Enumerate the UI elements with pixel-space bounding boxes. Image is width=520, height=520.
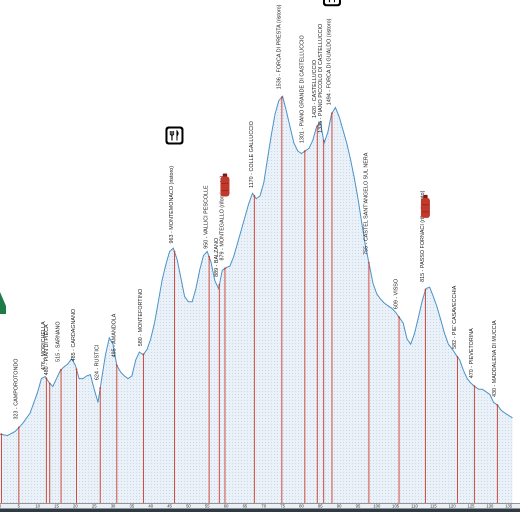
profile-area (0, 95, 513, 504)
fork-knife-icon (165, 126, 184, 145)
waypoint-dot (75, 368, 78, 371)
x-tick-label: 65 (243, 504, 248, 509)
waypoint-label: 624 - RUSTICI (95, 345, 101, 380)
waypoint-dot (424, 288, 427, 291)
x-tick-label: 75 (280, 504, 285, 509)
x-tick-label: 40 (148, 504, 153, 509)
profile-line (0, 95, 513, 437)
waypoint-label: 580 - MONTEFORTINO (138, 289, 144, 346)
x-tick-label: 55 (205, 504, 210, 509)
x-tick-label: 100 (373, 504, 381, 509)
x-tick-label: 120 (449, 504, 457, 509)
x-tick-label: 15 (54, 504, 59, 509)
waypoint-dot (224, 267, 226, 270)
x-tick-label: 5 (18, 504, 21, 509)
waypoint-label: 1494 - FORCA DI GUALDO (ristoro) (326, 18, 332, 105)
waypoint-label: 470 - PIEVETORINA (469, 328, 475, 378)
x-tick-label: 95 (356, 504, 361, 509)
waypoint-label: 495 - AMANDOLA (111, 313, 117, 357)
x-tick-label: 135 (505, 504, 513, 509)
waypoint-label: 950 - VALLICI PESCOLLE (204, 185, 210, 249)
waypoint-label: 1301 - PIANO GRANDE DI CASTELLUCCIO (299, 35, 305, 143)
x-tick-label: 50 (186, 504, 191, 509)
x-tick-label: 10 (35, 504, 40, 509)
waypoint-label: 879 - MONTEGALLO (rifornimento) (219, 175, 225, 260)
waypoint-dot (322, 139, 325, 142)
waypoint-lines (0, 96, 499, 503)
x-tick-label: 25 (92, 504, 97, 509)
waypoint-label: 609 - VISSO (394, 279, 400, 309)
x-tick-label: 105 (392, 504, 400, 509)
waypoint-label: 476 - MORICHELLA (41, 321, 47, 370)
waypoint-label: 755 - CASTEL SANT'ANGELO SUL NERA (363, 152, 369, 255)
x-tick-label: 85 (318, 504, 323, 509)
waypoint-dot (0, 433, 3, 436)
x-tick-label: 115 (430, 504, 437, 509)
x-tick-label: 60 (224, 504, 229, 509)
x-tick-label: 0 (0, 504, 2, 509)
waypoint-label: 515 - SARNANO (56, 321, 62, 361)
waypoint-dot (316, 125, 319, 127)
waypoint-dot (45, 377, 48, 380)
waypoint-dot (99, 387, 102, 390)
waypoint-dot (142, 353, 145, 356)
x-tick-label: 110 (411, 504, 418, 509)
x-tick-label: 90 (337, 504, 342, 509)
waypoint-label: 1170 - COLLE GALLUCCIO (249, 121, 255, 188)
waypoint-dot (173, 250, 176, 253)
waypoint-dot (367, 261, 370, 264)
waypoint-label: 1335 - PIANO PICCOLO DI CASTELLUCCIO (318, 24, 324, 133)
waypoint-dot (280, 96, 283, 99)
waypoint-dot (456, 355, 459, 358)
waypoint-dot (496, 404, 499, 406)
waypoint-dot (48, 382, 51, 385)
waypoint-label: 323 - CAMPOROTONDO (13, 359, 19, 420)
x-tick-label: 20 (73, 504, 78, 509)
waypoint-labels: 255 - BELFORTE DEL CHIENTI 323 - CAMPOROT… (0, 4, 498, 426)
x-tick-label: 125 (468, 504, 476, 509)
waypoint-dot (303, 150, 306, 153)
waypoint-dot (331, 112, 333, 115)
waypoint-dot (115, 364, 118, 367)
x-tick-label: 45 (167, 504, 172, 509)
markers (0, 0, 430, 314)
fork-knife-icon (322, 0, 341, 7)
partial-marker (0, 292, 6, 314)
x-tick-label: 130 (486, 504, 494, 509)
waypoint-dot (218, 284, 221, 286)
x-tick-label: 80 (299, 504, 304, 509)
waypoint-dot (253, 195, 256, 197)
waypoint-label: 963 - MONTEMONACO (ristoro) (169, 166, 175, 244)
x-tick-label: 70 (261, 504, 266, 509)
x-tick-label: 30 (111, 504, 116, 509)
waypoint-dot (473, 385, 476, 388)
water-bottle-icon (220, 173, 230, 197)
x-axis: 0 5 10 15 20 25 30 35 40 45 50 55 60 65 70 75 80 85 90 95 10… (0, 503, 520, 512)
x-tick-label: 35 (130, 504, 135, 509)
profile-fill (0, 96, 513, 504)
water-bottle-icon (420, 194, 430, 218)
waypoint-dot (60, 368, 62, 371)
waypoint-label: 582 - PIE' CASAVECCHIA (452, 285, 458, 349)
waypoint-dot (398, 316, 400, 319)
waypoint-label: 889 - BALZANO (214, 238, 220, 277)
waypoint-label: 430 - MADDALENA DI MUCCIA (492, 320, 498, 397)
waypoint-label: 485 - CARDAGNANO (71, 309, 77, 361)
waypoint-label: 1420 - CASTELLUCCIO (312, 60, 318, 118)
waypoint-dot (208, 255, 211, 258)
waypoint-label: 480 - PIAN DI PIECA (44, 324, 50, 375)
waypoint-label: 1536 - FORCA DI PRESTA (ristoro) (276, 4, 282, 89)
waypoint-dot (17, 426, 20, 429)
waypoint-label: 815 - PASSO FORNACI (rifornimento) (420, 190, 426, 281)
waypoint-label: 255 - BELFORTE DEL CHIENTI (0, 349, 2, 426)
axis-band (0, 503, 520, 509)
